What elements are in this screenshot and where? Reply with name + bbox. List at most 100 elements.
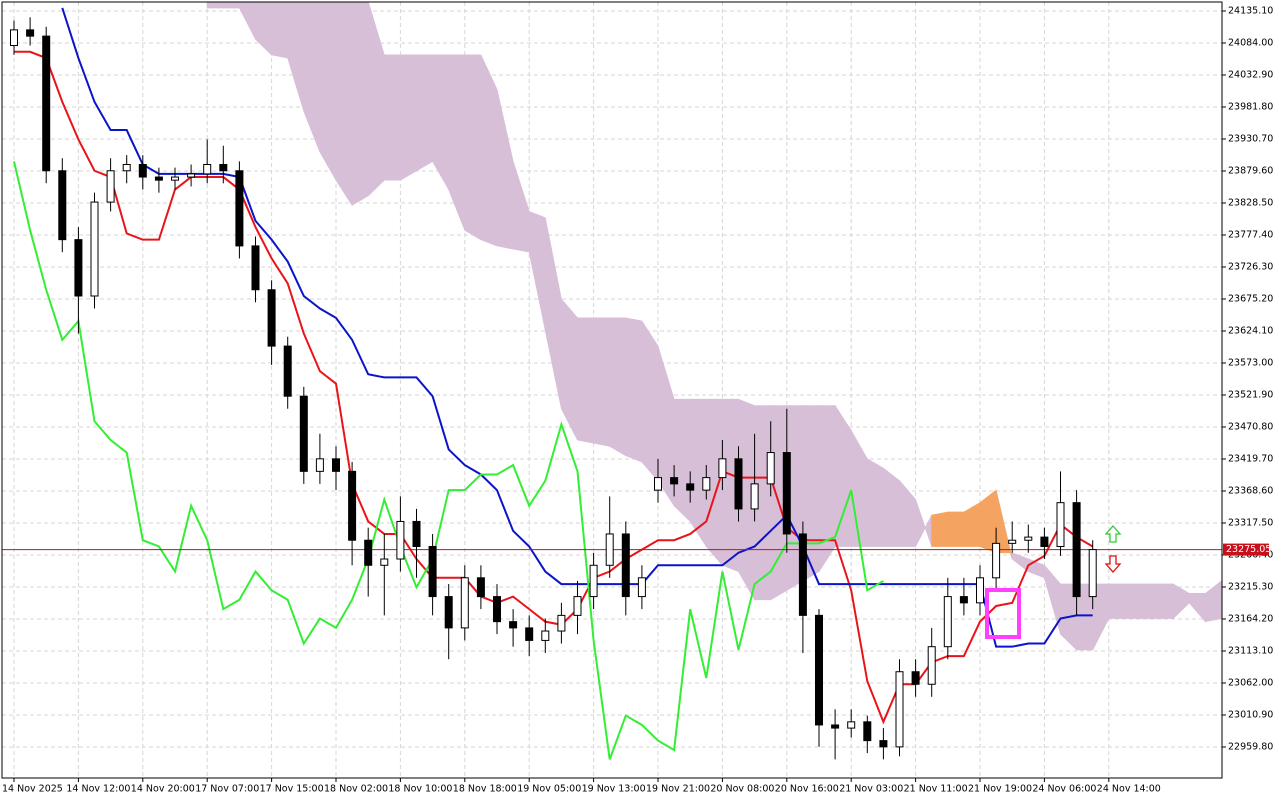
- candle-body: [621, 533, 630, 598]
- y-tick-label: 23164.20: [1228, 614, 1273, 625]
- x-tick-label: 19 Nov 13:00: [582, 784, 646, 795]
- candle-body: [138, 164, 147, 178]
- x-tick-label: 20 Nov 08:00: [710, 784, 774, 795]
- candle-body: [911, 671, 920, 685]
- candle-body: [831, 724, 840, 729]
- indicator-line: [13, 161, 884, 760]
- candle-body: [90, 201, 99, 297]
- cloud-segment: [351, 2, 369, 206]
- candle-body: [670, 477, 679, 485]
- candle-body: [879, 740, 888, 748]
- cloud-segment: [883, 467, 900, 547]
- candle-body: [686, 483, 695, 491]
- x-tick-label: 17 Nov 15:00: [260, 784, 324, 795]
- candle-body: [58, 170, 67, 241]
- candle-body: [637, 577, 646, 598]
- candle-body: [1072, 502, 1081, 598]
- cloud-segment: [866, 458, 884, 547]
- x-tick-label: 17 Nov 07:00: [195, 784, 259, 795]
- x-tick-label: 24 Nov 14:00: [1097, 784, 1161, 795]
- candle-body: [26, 29, 35, 37]
- candle-body: [412, 520, 421, 547]
- y-tick-label: 24032.90: [1228, 70, 1273, 81]
- price-label: 23275.05: [1226, 544, 1271, 555]
- candle-body: [283, 345, 292, 397]
- cloud-segment: [641, 319, 659, 482]
- cloud-segment: [931, 511, 949, 547]
- cloud-segment: [609, 317, 627, 457]
- candle-body: [750, 483, 759, 510]
- x-tick-label: 14 Nov 12:00: [66, 784, 130, 795]
- cloud-segment: [271, 2, 289, 59]
- y-tick-label: 23062.00: [1228, 678, 1273, 689]
- y-tick-label: 23981.80: [1228, 102, 1273, 113]
- candle-body: [718, 458, 727, 479]
- y-tick-label: 23624.10: [1228, 326, 1273, 337]
- y-tick-label: 24135.10: [1228, 6, 1273, 17]
- candle-body: [299, 395, 308, 472]
- candle-body: [509, 621, 518, 629]
- candle-body: [992, 542, 1001, 579]
- cloud-segment: [238, 2, 256, 40]
- candle-body: [943, 596, 952, 648]
- candle-body: [976, 577, 984, 604]
- candle-body: [847, 721, 856, 729]
- candle-body: [1024, 536, 1033, 541]
- candle-body: [1008, 539, 1017, 544]
- x-tick-label: 18 Nov 02:00: [324, 784, 388, 795]
- x-tick-label: 21 Nov 11:00: [904, 784, 968, 795]
- y-tick-label: 23726.30: [1228, 262, 1273, 273]
- candle-body: [589, 564, 598, 598]
- cloud-segment: [593, 317, 611, 447]
- candle-body: [605, 533, 614, 566]
- x-tick-label: 21 Nov 19:00: [968, 784, 1032, 795]
- down-arrow: [1104, 555, 1122, 573]
- up-arrow: [1104, 525, 1122, 543]
- candle-body: [315, 458, 324, 472]
- cloud-segment: [1124, 583, 1142, 619]
- x-tick-label: 19 Nov 21:00: [646, 784, 710, 795]
- x-tick-label: 14 Nov 2025: [2, 784, 63, 795]
- candle-body: [782, 452, 791, 535]
- cloud-segment: [383, 54, 401, 181]
- y-tick-label: 23010.90: [1228, 710, 1273, 721]
- y-tick-label: 23419.70: [1228, 454, 1273, 465]
- candle-body: [219, 164, 228, 172]
- y-tick-label: 23777.40: [1228, 230, 1273, 241]
- cloud-segment: [818, 405, 836, 573]
- cloud-segment: [947, 511, 965, 547]
- price-label-bg: [1223, 543, 1269, 556]
- candle-body: [122, 164, 131, 172]
- candle-body: [74, 239, 83, 297]
- candle-body: [428, 545, 437, 598]
- candle-body: [476, 577, 485, 598]
- y-tick-label: 22959.80: [1228, 742, 1273, 753]
- y-tick-label: 23930.70: [1228, 134, 1273, 145]
- cloud-segment: [335, 2, 353, 207]
- candle-body: [1040, 536, 1049, 547]
- candle-body: [895, 671, 904, 748]
- cloud-segment: [1108, 583, 1126, 619]
- candle-body: [364, 539, 373, 566]
- candle-body: [267, 289, 276, 347]
- y-tick-label: 23573.00: [1228, 358, 1273, 369]
- candle-body: [171, 176, 179, 181]
- candle-body: [959, 596, 968, 604]
- cloud-segment: [222, 2, 240, 9]
- candle-body: [460, 577, 469, 629]
- cloud-segment: [1156, 583, 1174, 619]
- candle-body: [654, 477, 662, 491]
- candle-body: [798, 533, 807, 616]
- x-tick-label: 18 Nov 10:00: [388, 784, 452, 795]
- x-tick-label: 20 Nov 16:00: [775, 784, 839, 795]
- cloud: [206, 2, 1222, 651]
- candle-body: [332, 458, 340, 472]
- candle-body: [187, 173, 196, 178]
- candle-body: [927, 646, 936, 685]
- x-tick-label: 14 Nov 20:00: [131, 784, 195, 795]
- candle-body: [702, 477, 711, 491]
- candle-body: [766, 452, 775, 485]
- candle-body: [557, 614, 566, 632]
- candle-body: [154, 176, 163, 181]
